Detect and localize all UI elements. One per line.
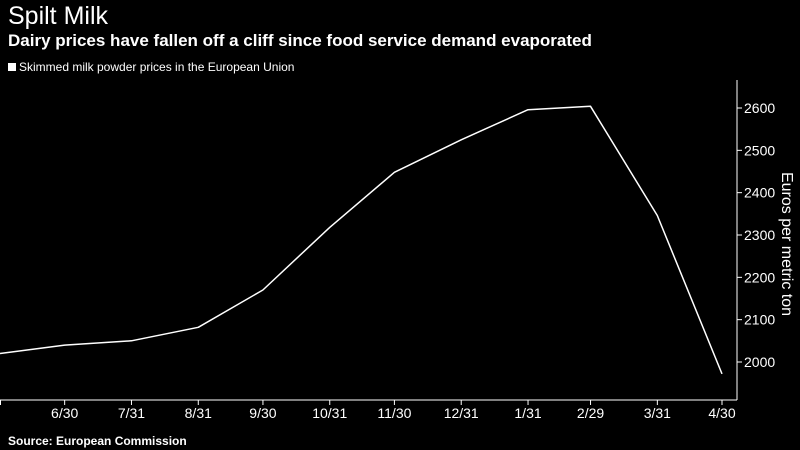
legend-label: Skimmed milk powder prices in the Europe…: [19, 60, 295, 74]
y-tick-label: 2400: [744, 185, 775, 201]
x-tick-label: 6/30: [51, 405, 78, 421]
x-tick-label: 7/31: [118, 405, 145, 421]
x-tick-label: 2/29: [577, 405, 604, 421]
x-tick-label: 1/31: [514, 405, 541, 421]
y-axis-label: Euros per metric ton: [778, 172, 795, 316]
y-tick-label: 2300: [744, 227, 775, 243]
y-tick-label: 2000: [744, 354, 775, 370]
legend-swatch: [8, 63, 16, 71]
y-tick-label: 2100: [744, 312, 775, 328]
x-tick-label: 12/31: [444, 405, 479, 421]
y-tick-label: 2500: [744, 142, 775, 158]
axes: 6/30 7/31 8/31 9/30 10/31 11/30 12/31 1/31 2/29 3…: [0, 80, 775, 421]
y-tick-label: 2600: [744, 100, 775, 116]
x-tick-label: 3/31: [644, 405, 671, 421]
chart-subtitle: Dairy prices have fallen off a cliff sin…: [8, 31, 592, 50]
x-tick-label: 4/30: [708, 405, 735, 421]
x-tick-label: 10/31: [312, 405, 347, 421]
source-note: Source: European Commission: [8, 434, 187, 448]
x-tick-label: 11/30: [377, 405, 411, 421]
x-tick-label: 8/31: [185, 405, 212, 421]
chart-title: Spilt Milk: [8, 2, 109, 30]
legend: Skimmed milk powder prices in the Europe…: [8, 60, 294, 74]
x-tick-label: 9/30: [249, 405, 276, 421]
series-line: [0, 105, 723, 375]
series-group: [0, 105, 723, 375]
y-tick-label: 2200: [744, 269, 775, 285]
